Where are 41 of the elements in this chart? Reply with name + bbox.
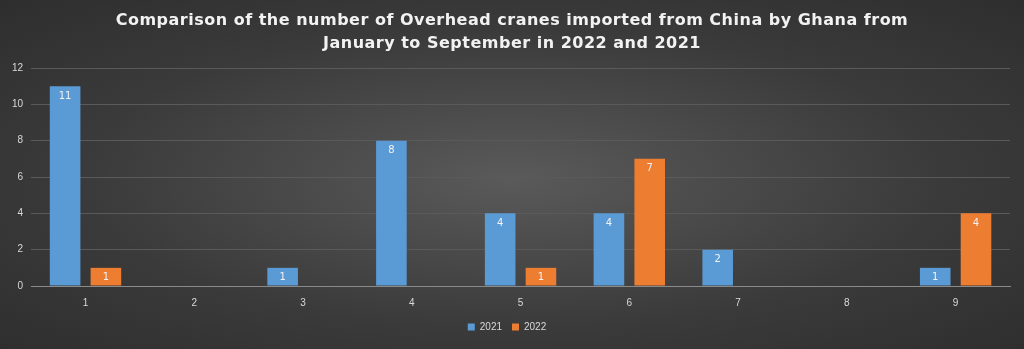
y-tick-label: 10 [12,98,24,110]
data-label: 7 [646,162,653,174]
bar [376,140,407,286]
data-label: 1 [102,271,110,283]
x-tick-label: 4 [409,296,416,308]
bar [960,213,992,286]
x-tick-label: 7 [735,296,742,308]
bar [267,267,298,286]
data-label: 1 [537,271,545,283]
x-tick-label: 5 [517,296,524,308]
y-tick-label: 4 [17,207,24,219]
x-tick-label: 9 [952,296,959,308]
bar [593,213,625,286]
bar [919,267,951,286]
legend-label: 2021 [479,320,503,332]
y-tick-label: 8 [17,134,24,146]
bar [90,267,122,286]
data-label: 4 [972,216,980,228]
y-tick-label: 2 [17,243,24,255]
bar [634,158,666,286]
y-tick-label: 0 [17,279,24,291]
data-label: 11 [58,89,72,101]
data-label: 4 [605,216,613,228]
bar [525,267,557,286]
data-label: 8 [388,144,395,156]
bar [49,86,81,286]
bar [702,249,733,286]
x-tick-label: 6 [626,296,633,308]
x-tick-label: 3 [300,296,307,308]
bar [484,213,516,286]
x-tick-label: 2 [191,296,198,308]
data-label: 1 [932,271,939,283]
data-label: 1 [279,271,286,283]
legend-label: 2022 [524,320,547,332]
chart-title: Comparison of the number of Overhead cranes imported from China by Ghana from January to September in 2022 and 2021 [114,9,910,54]
x-tick-label: 8 [844,296,851,308]
data-label: 4 [496,216,504,228]
x-tick-label: 1 [82,296,89,308]
data-label: 2 [714,253,721,265]
y-tick-label: 6 [17,170,24,182]
y-tick-label: 12 [12,61,24,73]
